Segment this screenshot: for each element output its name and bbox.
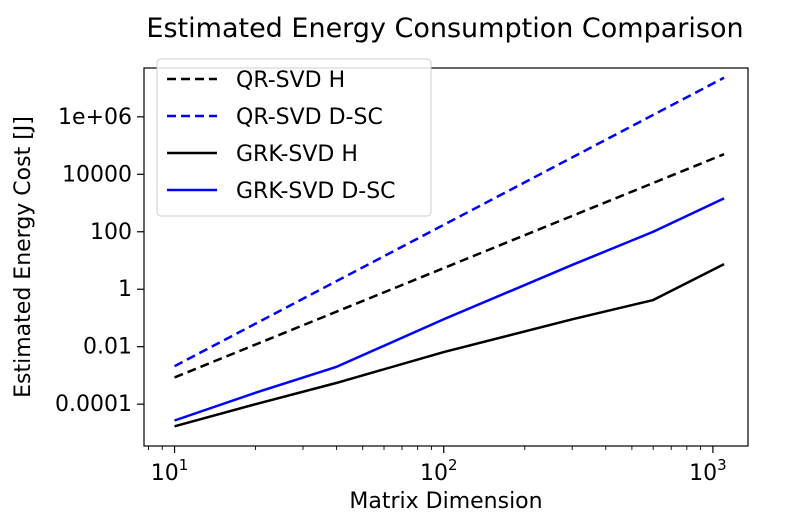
x-tick-label: 103 <box>689 456 727 486</box>
chart-title: Estimated Energy Consumption Comparison <box>146 13 743 44</box>
legend-label: GRK-SVD H <box>236 142 358 167</box>
legend-label: QR-SVD H <box>236 68 345 93</box>
series-line-3 <box>174 262 725 428</box>
x-tick-base: 10 <box>420 461 448 486</box>
y-axis-label: Estimated Energy Cost [J] <box>11 116 36 398</box>
x-axis-label: Matrix Dimension <box>349 489 542 514</box>
y-tick-label: 0.0001 <box>55 392 132 417</box>
x-tick-label: 102 <box>420 456 458 486</box>
legend-box <box>156 58 432 217</box>
x-tick-label: 101 <box>151 456 189 486</box>
x-axis: 101 102 103 <box>148 446 727 486</box>
y-tick-label: 100 <box>90 220 132 245</box>
series-line-4 <box>174 197 725 422</box>
legend: QR-SVD H QR-SVD D-SC GRK-SVD H GRK-SVD D-SC <box>156 58 432 217</box>
y-axis: 0.0001 0.01 1 100 10000 1e+06 <box>55 105 144 417</box>
x-tick-exponent: 1 <box>179 456 189 474</box>
y-tick-label: 1e+06 <box>58 105 132 130</box>
y-tick-label: 1 <box>118 277 132 302</box>
x-tick-base: 10 <box>151 461 179 486</box>
y-tick-label: 0.01 <box>83 335 132 360</box>
x-tick-exponent: 3 <box>717 456 727 474</box>
series-layer <box>173 76 725 428</box>
x-tick-base: 10 <box>689 461 717 486</box>
series-line-1 <box>174 153 725 379</box>
legend-label: QR-SVD D-SC <box>236 105 383 130</box>
series-line-2 <box>173 76 725 368</box>
x-tick-exponent: 2 <box>448 456 458 474</box>
y-tick-label: 10000 <box>62 162 132 187</box>
legend-label: GRK-SVD D-SC <box>236 179 396 204</box>
